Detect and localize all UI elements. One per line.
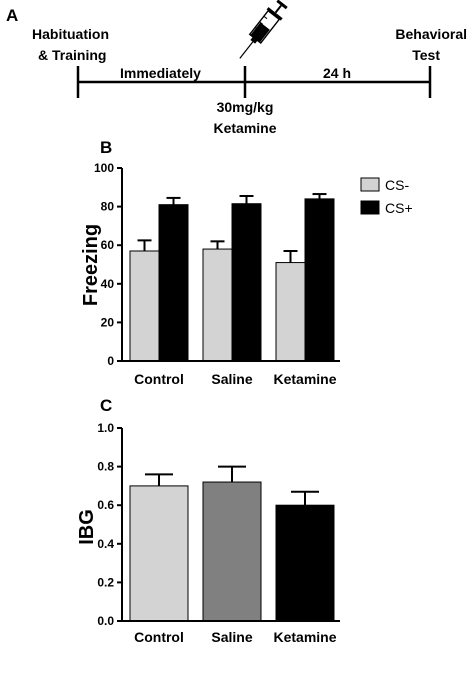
timeline-interval-24h: 24 h — [323, 65, 351, 81]
b-y-tick-label: 60 — [101, 238, 115, 252]
b-y-tick-label: 100 — [94, 161, 114, 175]
panel-letter-c: C — [100, 396, 112, 415]
ibg-y-axis-title: IBG — [76, 509, 98, 545]
freezing-bar-saline-cs — [231, 203, 262, 362]
legend-label-cs-plus: CS+ — [385, 200, 413, 216]
timeline-start-label-line1: Habituation — [32, 26, 109, 42]
c-y-tick-label: 0.8 — [97, 460, 114, 474]
b-y-tick-label: 20 — [101, 315, 115, 329]
c-y-tick-label: 0.6 — [97, 498, 114, 512]
timeline-interval-immediately: Immediately — [120, 65, 201, 81]
freezing-bar-ketamine-cs — [304, 198, 335, 362]
ibg-category-label-saline: Saline — [211, 629, 252, 645]
panel-letter-b: B — [100, 138, 112, 157]
freezing-category-label-ketamine: Ketamine — [273, 371, 336, 387]
timeline-panel: A Habituation & Training Immediately 24 … — [6, 0, 467, 136]
freezing-bar-control-cs — [158, 204, 189, 362]
b-y-tick-label: 0 — [107, 354, 114, 368]
freezing-chart: B Freezing 0 20 40 60 80 100 Control Saline Ket… — [80, 138, 413, 387]
timeline-end-label-line2: Test — [412, 47, 440, 63]
freezing-bar-ketamine-cs — [275, 262, 306, 362]
injection-dose-label: 30mg/kg — [217, 99, 274, 115]
timeline-end-label-line1: Behavioral — [395, 26, 467, 42]
freezing-legend: CS- CS+ — [360, 177, 413, 216]
freezing-bar-control-cs — [129, 250, 160, 362]
ibg-bar-ketamine — [275, 504, 335, 622]
syringe-icon — [239, 0, 288, 59]
legend-swatch-cs-minus — [360, 177, 380, 192]
ibg-bar-control — [129, 485, 189, 622]
legend-label-cs-minus: CS- — [385, 177, 409, 193]
c-y-tick-label: 0.2 — [97, 575, 114, 589]
legend-swatch-cs-plus — [360, 200, 380, 215]
freezing-y-axis-title: Freezing — [80, 224, 102, 306]
ibg-bar-saline — [202, 481, 262, 622]
ibg-category-label-control: Control — [134, 629, 184, 645]
c-y-tick-label: 0.0 — [97, 614, 114, 628]
c-y-tick-label: 0.4 — [97, 537, 114, 551]
b-y-tick-label: 40 — [101, 277, 115, 291]
freezing-category-label-saline: Saline — [211, 371, 252, 387]
freezing-category-label-control: Control — [134, 371, 184, 387]
c-y-tick-label: 1.0 — [97, 421, 114, 435]
b-y-tick-label: 80 — [101, 200, 115, 214]
timeline-start-label-line2: & Training — [38, 47, 106, 63]
ibg-chart: C IBG 0.0 0.2 0.4 0.6 0.8 1.0 Control Saline Ke… — [76, 396, 340, 645]
ibg-category-label-ketamine: Ketamine — [273, 629, 336, 645]
injection-drug-label: Ketamine — [213, 120, 276, 136]
panel-letter-a: A — [6, 6, 18, 25]
freezing-bar-saline-cs — [202, 248, 233, 362]
